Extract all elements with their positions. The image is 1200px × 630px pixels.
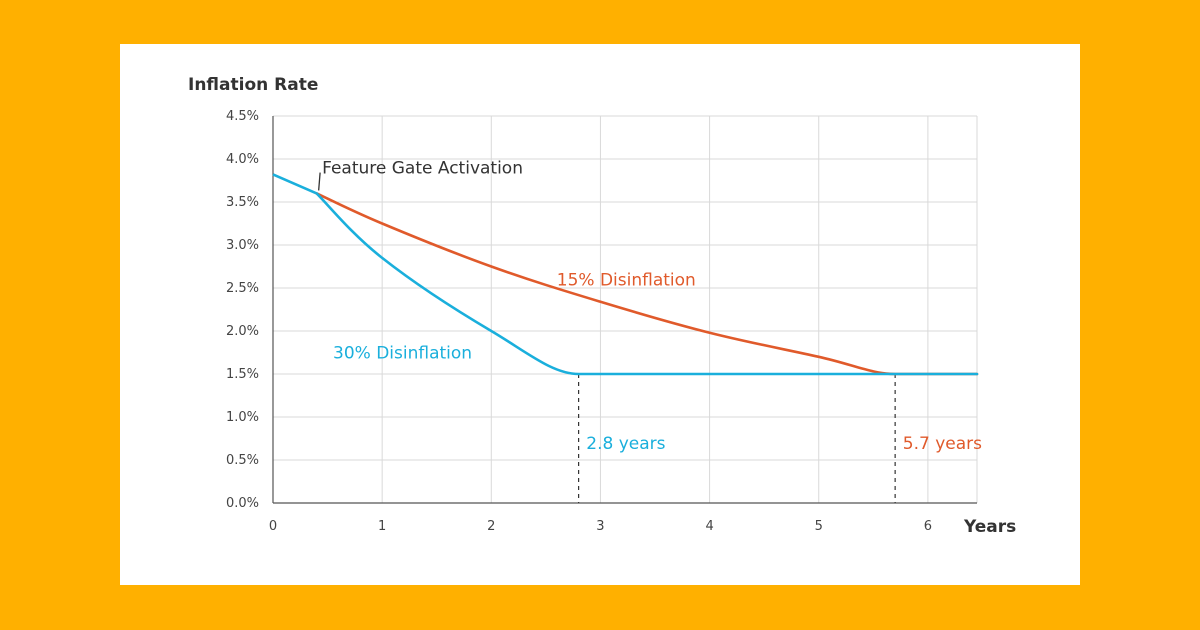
y-tick-label: 3.0% — [226, 238, 259, 253]
dashed-markers — [578, 374, 896, 503]
series-line-30-percent — [315, 192, 979, 376]
y-tick-label: 2.5% — [226, 281, 259, 296]
y-tick-label: 1.5% — [226, 367, 259, 382]
y-tick-label: 2.0% — [226, 324, 259, 339]
x-tick-labels: 0 1 2 3 4 5 6 — [269, 519, 932, 534]
y-axis-label: Inflation Rate — [188, 75, 318, 95]
annotation-label: Feature Gate Activation — [322, 159, 523, 179]
x-tick-label: 0 — [269, 519, 277, 534]
axes — [272, 116, 977, 504]
annotations: Feature Gate Activation 15% Disinflation 3… — [318, 159, 982, 454]
y-tick-label: 1.0% — [226, 410, 259, 425]
x-tick-label: 1 — [378, 519, 386, 534]
chart-card: 0.0% 0.5% 1.0% 1.5% 2.0% 2.5% 3.0% 3.5% 4.0% 4.5%… — [120, 44, 1080, 585]
inflation-chart: 0.0% 0.5% 1.0% 1.5% 2.0% 2.5% 3.0% 3.5% 4.0% 4.5%… — [188, 75, 1016, 537]
y-tick-label: 3.5% — [226, 195, 259, 210]
x-tick-label: 3 — [596, 519, 604, 534]
y-tick-label: 4.5% — [226, 109, 259, 124]
annotation-label: 15% Disinflation — [557, 270, 696, 290]
y-tick-labels: 0.0% 0.5% 1.0% 1.5% 2.0% 2.5% 3.0% 3.5% 4.0% 4.5% — [226, 109, 259, 511]
x-tick-label: 5 — [815, 519, 823, 534]
annotation-label: 30% Disinflation — [333, 344, 472, 364]
annotation-pointer — [318, 172, 321, 191]
x-axis-label: Years — [963, 517, 1016, 537]
annotation-label: 2.8 years — [586, 434, 665, 454]
series-line-15-percent — [315, 192, 979, 376]
series-lines — [272, 173, 979, 376]
y-tick-label: 0.5% — [226, 453, 259, 468]
x-tick-label: 2 — [487, 519, 495, 534]
y-tick-label: 0.0% — [226, 496, 259, 511]
annotation-label: 5.7 years — [903, 434, 982, 454]
x-tick-label: 6 — [924, 519, 932, 534]
y-tick-label: 4.0% — [226, 152, 259, 167]
x-tick-label: 4 — [705, 519, 713, 534]
preactivation-line — [272, 173, 318, 195]
grid — [273, 115, 978, 503]
